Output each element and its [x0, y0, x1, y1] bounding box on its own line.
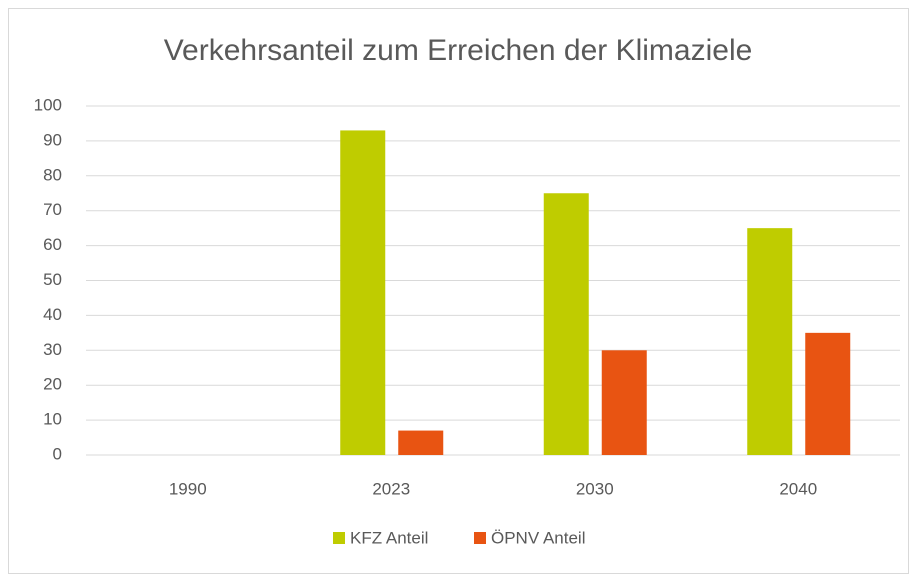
x-tick-label: 2030 — [576, 479, 614, 498]
y-tick-label: 10 — [43, 410, 62, 429]
legend-label: KFZ Anteil — [350, 528, 428, 547]
bar — [805, 332, 851, 455]
y-tick-label: 70 — [43, 200, 62, 219]
bar — [747, 228, 793, 455]
y-tick-label: 90 — [43, 130, 62, 149]
x-tick-label: 2040 — [779, 479, 817, 498]
legend-label: ÖPNV Anteil — [491, 528, 586, 547]
bar — [340, 130, 386, 455]
bar — [601, 350, 647, 455]
legend-swatch — [333, 532, 345, 544]
legend-swatch — [474, 532, 486, 544]
y-tick-label: 50 — [43, 270, 62, 289]
y-tick-label: 40 — [43, 305, 62, 324]
x-tick-label: 2023 — [372, 479, 410, 498]
y-tick-label: 80 — [43, 165, 62, 184]
y-tick-label: 20 — [43, 375, 62, 394]
bar — [543, 193, 589, 455]
bar — [398, 430, 444, 455]
y-tick-label: 60 — [43, 235, 62, 254]
chart-title: Verkehrsanteil zum Erreichen der Klimazi… — [164, 34, 753, 67]
y-tick-label: 30 — [43, 340, 62, 359]
y-tick-label: 0 — [53, 444, 62, 463]
y-tick-label: 100 — [34, 95, 62, 114]
x-tick-label: 1990 — [169, 479, 207, 498]
